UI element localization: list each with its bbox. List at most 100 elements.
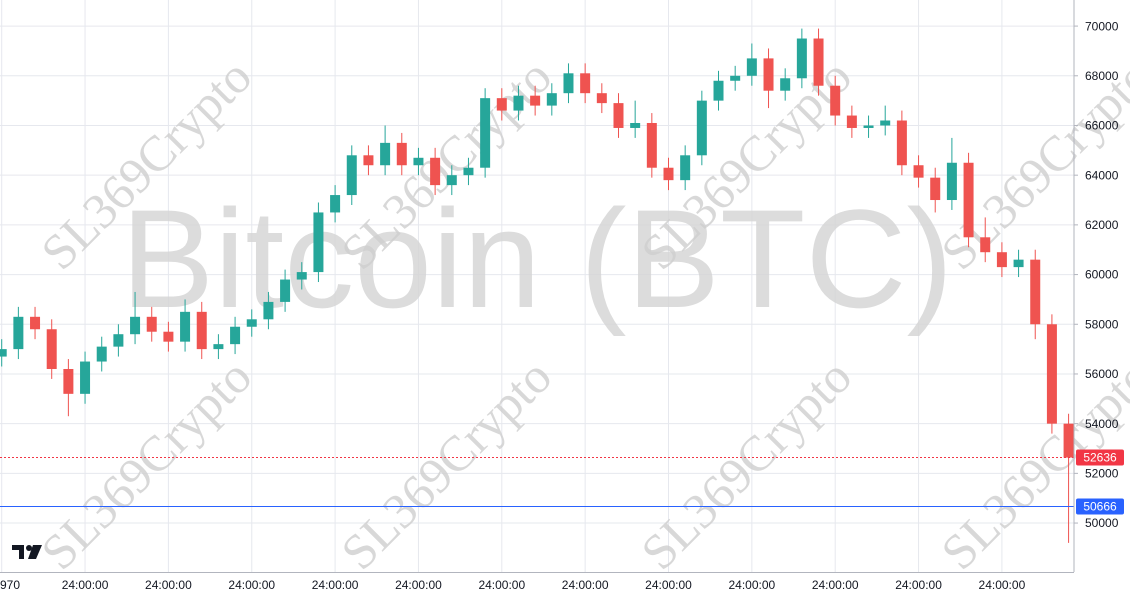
x-tick-label: 24:00:00 xyxy=(228,578,275,592)
y-tick-label: 62000 xyxy=(1085,218,1119,232)
candle-body xyxy=(880,120,891,126)
candle-body xyxy=(0,349,7,357)
candle-body xyxy=(30,316,41,330)
y-tick-label: 52000 xyxy=(1085,467,1119,481)
x-tick-label: 24:00:00 xyxy=(312,578,359,592)
logo-part xyxy=(12,545,24,559)
candle-body xyxy=(946,162,957,201)
candle-body xyxy=(796,38,807,79)
price-label: 52636 xyxy=(1083,451,1117,465)
candle-body xyxy=(130,316,141,335)
x-tick-label: 24:00:00 xyxy=(728,578,775,592)
candle-body xyxy=(730,75,741,81)
candle-body xyxy=(996,252,1007,268)
y-tick-label: 54000 xyxy=(1085,417,1119,431)
candle-body xyxy=(330,195,341,213)
y-tick-label: 68000 xyxy=(1085,69,1119,83)
price-label-box xyxy=(1076,498,1124,515)
candle-body xyxy=(46,329,57,369)
candle-body xyxy=(613,103,624,128)
candles xyxy=(0,28,1074,543)
candle-body xyxy=(413,157,424,166)
candle-body xyxy=(780,78,791,91)
candle-body xyxy=(180,311,191,342)
candle-body xyxy=(546,93,557,106)
candle-body xyxy=(680,155,691,181)
price-label-box xyxy=(1076,449,1124,466)
x-tick-label: 970 xyxy=(0,578,20,592)
candle-body xyxy=(246,319,257,327)
candle-body xyxy=(280,279,291,302)
candle-body xyxy=(430,157,441,186)
candle-body xyxy=(896,120,907,166)
candle-body xyxy=(513,95,524,111)
candle-body xyxy=(663,167,674,181)
candle-body xyxy=(596,93,607,104)
candle-body xyxy=(846,115,857,128)
candle-body xyxy=(146,316,157,332)
x-tick-label: 24:00:00 xyxy=(562,578,609,592)
watermark: Bitcoin (BTC) xyxy=(121,180,953,337)
candle-body xyxy=(763,58,774,91)
logo-part xyxy=(26,545,32,551)
candle-body xyxy=(263,301,274,320)
x-tick-label: 24:00:00 xyxy=(979,578,1026,592)
y-tick-label: 70000 xyxy=(1085,19,1119,33)
candle-body xyxy=(696,100,707,156)
candle-body xyxy=(963,162,974,238)
candle-body xyxy=(113,334,124,347)
candle-body xyxy=(1013,259,1024,268)
candle-body xyxy=(530,95,541,106)
x-tick-label: 24:00:00 xyxy=(395,578,442,592)
candle-body xyxy=(1046,324,1057,424)
x-tick-label: 24:00:00 xyxy=(145,578,192,592)
candle-body xyxy=(313,212,324,273)
candle-body xyxy=(980,237,991,253)
candle-body xyxy=(496,98,507,111)
candle-body xyxy=(213,344,224,350)
y-tick-label: 56000 xyxy=(1085,367,1119,381)
y-tick-label: 50000 xyxy=(1085,516,1119,530)
candle-body xyxy=(80,361,91,394)
candle-body xyxy=(380,142,391,166)
candle-body xyxy=(346,155,357,196)
candle-body xyxy=(630,122,641,128)
x-tick-label: 24:00:00 xyxy=(62,578,109,592)
candle-body xyxy=(230,326,241,345)
x-tick-label: 24:00:00 xyxy=(478,578,525,592)
candle-body xyxy=(13,316,24,350)
y-tick-label: 64000 xyxy=(1085,168,1119,182)
x-tick-label: 24:00:00 xyxy=(895,578,942,592)
candle-body xyxy=(480,98,491,168)
candle-body xyxy=(1063,423,1074,458)
candle-body xyxy=(63,368,74,394)
y-tick-label: 60000 xyxy=(1085,268,1119,282)
x-tick-label: 24:00:00 xyxy=(645,578,692,592)
candle-body xyxy=(746,58,757,76)
candle-body xyxy=(396,142,407,166)
candle-body xyxy=(930,177,941,201)
candle-body xyxy=(580,73,591,94)
candle-body xyxy=(563,73,574,94)
candle-body xyxy=(163,331,174,342)
candle-body xyxy=(296,272,307,280)
y-tick-label: 58000 xyxy=(1085,317,1119,331)
price-label: 50666 xyxy=(1083,500,1117,514)
tv-logo xyxy=(12,545,42,559)
grid xyxy=(0,0,1074,572)
candle-body xyxy=(96,346,107,362)
candle-body xyxy=(196,311,207,350)
candle-body xyxy=(863,125,874,128)
logo-part xyxy=(28,545,42,559)
candle-body xyxy=(363,155,374,166)
y-tick-label: 66000 xyxy=(1085,119,1119,133)
candle-body xyxy=(813,38,824,86)
candle-body xyxy=(913,165,924,178)
candle-body xyxy=(646,122,657,168)
candle-body xyxy=(446,175,457,186)
overlay xyxy=(0,457,1074,508)
candle-body xyxy=(463,167,474,176)
